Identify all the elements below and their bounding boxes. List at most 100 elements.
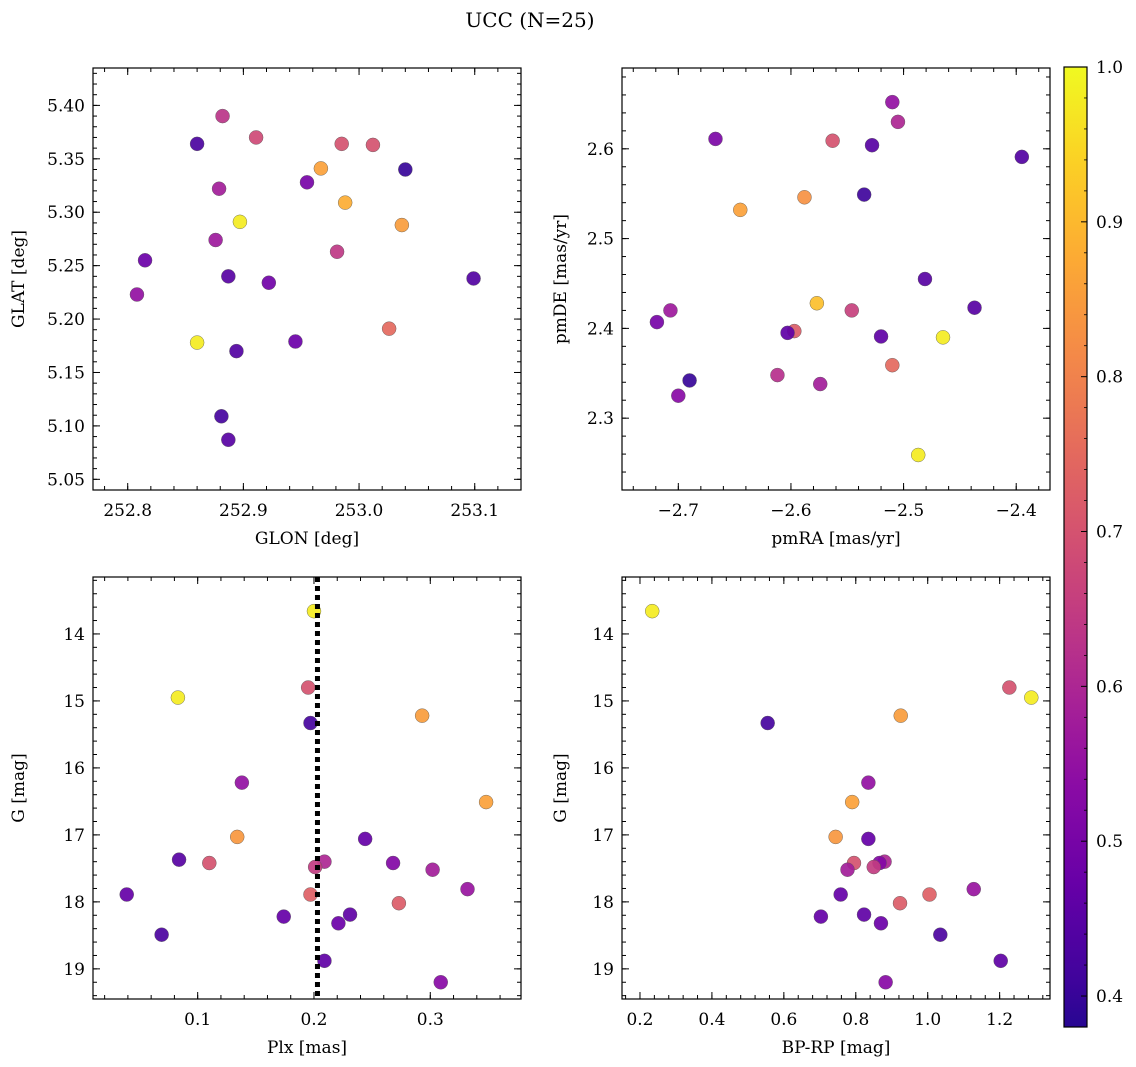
data-point: [911, 447, 926, 463]
data-point: [1014, 149, 1030, 165]
colorbar-tick-label: 1.0: [1096, 58, 1123, 78]
data-point: [935, 330, 951, 345]
data-point: [137, 253, 153, 268]
data-point: [171, 852, 187, 867]
data-point: [809, 296, 825, 311]
data-point: [214, 409, 229, 424]
data-point: [433, 975, 448, 990]
data-point: [170, 690, 186, 705]
data-point: [813, 909, 829, 924]
data-point: [840, 862, 855, 877]
data-point: [833, 887, 848, 902]
data-point: [797, 190, 812, 205]
colorbar-tick-label: 0.4: [1096, 987, 1123, 1007]
y-tick-label: 5.40: [47, 96, 85, 116]
y-tick-label: 5.15: [47, 363, 85, 383]
data-point: [885, 357, 900, 373]
data-point: [189, 335, 205, 350]
y-tick-label: 16: [592, 759, 614, 779]
x-tick-label: 0.4: [698, 1010, 725, 1030]
data-point: [708, 131, 723, 147]
data-point: [208, 232, 223, 248]
data-point: [856, 907, 872, 922]
data-point: [385, 855, 401, 871]
data-point: [861, 831, 876, 847]
data-point: [733, 202, 748, 218]
x-axis-label: Plx [mas]: [267, 1038, 347, 1058]
data-point: [671, 388, 686, 403]
data-point: [230, 829, 245, 845]
x-tick-label: 0.6: [770, 1010, 797, 1030]
colorbar-tick-label: 0.9: [1096, 213, 1123, 233]
axis-ticks: [622, 577, 1050, 999]
x-tick-label: 252.9: [219, 501, 268, 521]
data-point: [154, 927, 169, 942]
data-point: [331, 916, 346, 931]
scatter-points: [129, 108, 481, 447]
data-point: [329, 244, 345, 259]
data-point: [780, 325, 795, 341]
data-point: [890, 114, 906, 130]
data-point: [873, 329, 889, 344]
data-point: [215, 108, 230, 124]
data-point: [460, 881, 475, 897]
x-tick-label: −2.7: [658, 501, 699, 521]
x-tick-label: 253.0: [335, 501, 384, 521]
data-point: [966, 881, 981, 897]
data-point: [645, 603, 660, 619]
panel-glon-glat: 252.8 252.9 253.0 253.1 5.05 5.10 5.15 5.20 5.25…: [9, 67, 522, 549]
data-point: [248, 130, 264, 145]
x-tick-label: 0.8: [842, 1010, 869, 1030]
x-tick-label: 253.1: [450, 501, 499, 521]
data-point: [828, 829, 843, 845]
panel-bprp-g: 0.2 0.4 0.6 0.8 1.0 1.2 14 15 16 17 18 19 BP-RP [mag…: [551, 576, 1051, 1058]
scatter-points: [119, 603, 494, 990]
axis-ticks: [93, 577, 521, 999]
panel-pmra-pmde: −2.7 −2.6 −2.5 −2.4 2.3 2.4 2.5 2.6 pmRA [mas/yr…: [551, 67, 1051, 549]
data-point: [365, 137, 381, 153]
data-point: [394, 217, 410, 233]
y-tick-label: 5.05: [47, 470, 85, 490]
y-tick-label: 2.4: [587, 319, 614, 339]
x-tick-label: 0.3: [417, 1010, 444, 1030]
data-point: [234, 775, 250, 790]
x-axis-label: BP-RP [mag]: [782, 1038, 891, 1058]
data-point: [917, 271, 933, 287]
y-tick-label: 18: [592, 893, 614, 913]
x-tick-label: 0.2: [300, 1010, 327, 1030]
data-point: [967, 300, 982, 315]
x-axis-label: GLON [deg]: [255, 529, 359, 549]
data-point: [760, 715, 775, 731]
data-point: [300, 680, 316, 695]
data-point: [663, 303, 678, 318]
data-point: [1002, 680, 1017, 695]
plot-frame: [621, 67, 1051, 491]
data-point: [334, 136, 349, 152]
x-tick-label: −2.4: [996, 501, 1037, 521]
y-tick-label: 16: [63, 759, 85, 779]
x-tick-label: −2.5: [883, 501, 924, 521]
data-point: [873, 916, 889, 931]
y-tick-label: 5.30: [47, 203, 85, 223]
data-point: [357, 831, 373, 847]
y-tick-label: 19: [63, 960, 85, 980]
axis-ticks: [622, 68, 1050, 490]
data-point: [313, 161, 329, 176]
data-point: [825, 133, 840, 148]
data-point: [770, 367, 785, 383]
data-point: [398, 162, 413, 177]
colorbar-tick-label: 0.7: [1096, 523, 1123, 543]
data-point: [933, 927, 948, 942]
data-point: [232, 214, 248, 230]
data-point: [337, 195, 353, 210]
data-point: [391, 896, 407, 911]
data-point: [649, 314, 665, 330]
plot-frame: [92, 67, 522, 491]
x-tick-label: 1.0: [914, 1010, 941, 1030]
axis-ticks: [93, 68, 522, 491]
data-point: [922, 887, 937, 902]
y-tick-label: 17: [63, 826, 85, 846]
x-tick-label: 252.8: [103, 501, 152, 521]
data-point: [892, 896, 908, 911]
